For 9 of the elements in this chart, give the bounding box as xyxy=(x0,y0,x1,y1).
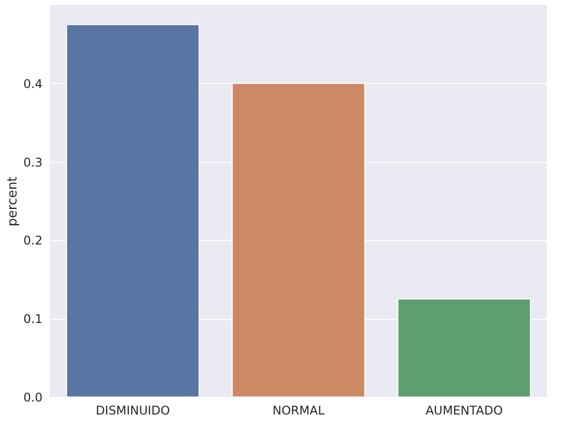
x-tick-label: NORMAL xyxy=(272,404,325,418)
y-tick-label: 0.4 xyxy=(23,76,42,91)
x-tick-label: AUMENTADO xyxy=(426,404,503,418)
y-tick-label: 0.2 xyxy=(23,234,42,248)
x-tick-label: DISMINUIDO xyxy=(96,404,170,418)
y-tick-label: 0.3 xyxy=(23,155,42,170)
y-axis-title: percent xyxy=(5,176,20,226)
y-tick-label: 0.1 xyxy=(23,312,42,326)
y-tick-label: 0.0 xyxy=(23,390,42,404)
